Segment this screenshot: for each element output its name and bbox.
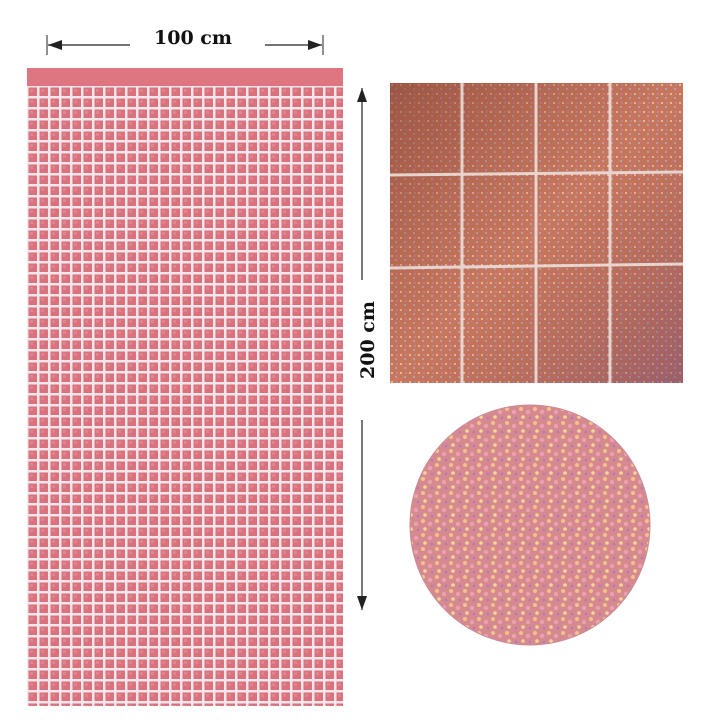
width-dimension: 100 cm: [46, 27, 324, 55]
arrow-head: [308, 40, 322, 50]
width-label: 100 cm: [154, 27, 232, 49]
arrow-head: [357, 88, 367, 102]
sparkle-fill: [410, 405, 650, 645]
curtain-tiles: [27, 86, 343, 706]
sparkle-closeup: [409, 404, 651, 646]
arrow-head: [48, 40, 62, 50]
sparkle-edge: [409, 404, 651, 646]
height-label: 200 cm: [357, 301, 379, 379]
photo-gaps: [389, 83, 684, 383]
curtain-header: [27, 68, 343, 86]
closeup-photo: [389, 83, 684, 383]
height-dimension: 200 cm: [357, 88, 379, 610]
curtain: [27, 68, 343, 706]
arrow-head: [357, 596, 367, 610]
